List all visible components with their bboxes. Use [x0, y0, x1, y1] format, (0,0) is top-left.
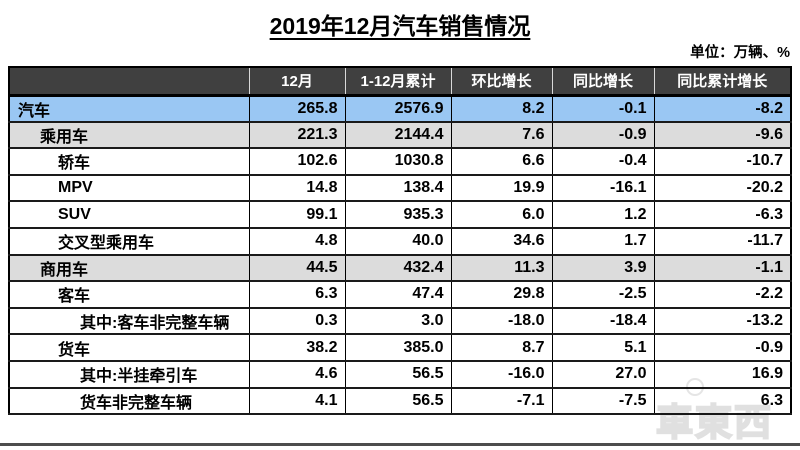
page-title: 2019年12月汽车销售情况	[269, 13, 531, 39]
cell-value: 4.6	[249, 360, 346, 389]
header-category	[9, 67, 250, 97]
table-body: 汽车 265.8 2576.9 8.2 -0.1 -8.2 乘用车 221.3 2144.4 7.…	[9, 95, 792, 416]
cell-value: 2144.4	[345, 121, 452, 150]
cell-value: 102.6	[249, 148, 346, 176]
cell-value: 19.9	[451, 174, 553, 203]
cell-value: 8.2	[451, 95, 553, 123]
header-yoy-cum-growth: 同比累计增长	[654, 67, 792, 97]
auto-sales-table: 12月 1-12月累计 环比增长 同比增长 同比累计增长 汽车 265.8 2576…	[8, 66, 792, 416]
row-label: 其中:客车非完整车辆	[9, 307, 250, 336]
cell-value: 3.9	[552, 254, 655, 283]
cell-value: 1.2	[552, 201, 655, 229]
cell-value: -11.7	[654, 227, 792, 256]
row-label: 其中:半挂牵引车	[9, 360, 250, 389]
cell-value: -2.2	[654, 281, 792, 309]
table-row: 汽车 265.8 2576.9 8.2 -0.1 -8.2	[9, 95, 792, 123]
cell-value: -18.4	[552, 307, 655, 336]
cell-value: 6.3	[654, 387, 792, 416]
row-label: SUV	[9, 201, 250, 229]
cell-value: 385.0	[345, 334, 452, 362]
cell-value: -0.4	[552, 148, 655, 176]
cell-value: 4.8	[249, 227, 346, 256]
cell-value: -13.2	[654, 307, 792, 336]
table-row: 乘用车 221.3 2144.4 7.6 -0.9 -9.6	[9, 121, 792, 150]
cell-value: 38.2	[249, 334, 346, 362]
row-label: 轿车	[9, 148, 250, 176]
cell-value: 221.3	[249, 121, 346, 150]
cell-value: 0.3	[249, 307, 346, 336]
cell-value: 16.9	[654, 360, 792, 389]
cell-value: 11.3	[451, 254, 553, 283]
cell-value: 1.7	[552, 227, 655, 256]
cell-value: -20.2	[654, 174, 792, 203]
header-yoy-growth: 同比增长	[552, 67, 655, 97]
cell-value: -16.0	[451, 360, 553, 389]
cell-value: -9.6	[654, 121, 792, 150]
cell-value: -0.9	[654, 334, 792, 362]
table-row: 客车 6.3 47.4 29.8 -2.5 -2.2	[9, 281, 792, 309]
row-label: 乘用车	[9, 121, 250, 150]
table-row: 商用车 44.5 432.4 11.3 3.9 -1.1	[9, 254, 792, 283]
cell-value: 138.4	[345, 174, 452, 203]
row-label: 商用车	[9, 254, 250, 283]
cell-value: -6.3	[654, 201, 792, 229]
cell-value: -7.5	[552, 387, 655, 416]
cell-value: -0.1	[552, 95, 655, 123]
table-row: SUV 99.1 935.3 6.0 1.2 -6.3	[9, 201, 792, 229]
cell-value: 47.4	[345, 281, 452, 309]
cell-value: -1.1	[654, 254, 792, 283]
cell-value: 4.1	[249, 387, 346, 416]
header-mom-growth: 环比增长	[451, 67, 553, 97]
row-label: 汽车	[9, 95, 250, 123]
row-label: 货车	[9, 334, 250, 362]
cell-value: 7.6	[451, 121, 553, 150]
cell-value: 265.8	[249, 95, 346, 123]
bottom-divider	[0, 443, 800, 446]
row-label: 交叉型乘用车	[9, 227, 250, 256]
table-row: 货车非完整车辆 4.1 56.5 -7.1 -7.5 6.3	[9, 387, 792, 416]
cell-value: -8.2	[654, 95, 792, 123]
cell-value: -10.7	[654, 148, 792, 176]
header-jan-dec-cumulative: 1-12月累计	[345, 67, 452, 97]
cell-value: 56.5	[345, 360, 452, 389]
cell-value: 56.5	[345, 387, 452, 416]
cell-value: 2576.9	[345, 95, 452, 123]
cell-value: -7.1	[451, 387, 553, 416]
cell-value: -0.9	[552, 121, 655, 150]
cell-value: 5.1	[552, 334, 655, 362]
unit-note: 单位：万辆、%	[690, 45, 790, 61]
table-header: 12月 1-12月累计 环比增长 同比增长 同比累计增长	[9, 67, 792, 97]
header-row: 12月 1-12月累计 环比增长 同比增长 同比累计增长	[9, 67, 792, 97]
cell-value: -18.0	[451, 307, 553, 336]
cell-value: 6.3	[249, 281, 346, 309]
table-row: MPV 14.8 138.4 19.9 -16.1 -20.2	[9, 174, 792, 203]
cell-value: -2.5	[552, 281, 655, 309]
cell-value: 14.8	[249, 174, 346, 203]
cell-value: 6.0	[451, 201, 553, 229]
cell-value: 27.0	[552, 360, 655, 389]
cell-value: 1030.8	[345, 148, 452, 176]
table-row: 其中:客车非完整车辆 0.3 3.0 -18.0 -18.4 -13.2	[9, 307, 792, 336]
table-row: 轿车 102.6 1030.8 6.6 -0.4 -10.7	[9, 148, 792, 176]
cell-value: 34.6	[451, 227, 553, 256]
row-label: 货车非完整车辆	[9, 387, 250, 416]
table-row: 货车 38.2 385.0 8.7 5.1 -0.9	[9, 334, 792, 362]
cell-value: 3.0	[345, 307, 452, 336]
header-december: 12月	[249, 67, 346, 97]
cell-value: 99.1	[249, 201, 346, 229]
table-row: 其中:半挂牵引车 4.6 56.5 -16.0 27.0 16.9	[9, 360, 792, 389]
cell-value: 6.6	[451, 148, 553, 176]
row-label: 客车	[9, 281, 250, 309]
table-row: 交叉型乘用车 4.8 40.0 34.6 1.7 -11.7	[9, 227, 792, 256]
cell-value: 432.4	[345, 254, 452, 283]
cell-value: 29.8	[451, 281, 553, 309]
cell-value: 40.0	[345, 227, 452, 256]
cell-value: 8.7	[451, 334, 553, 362]
cell-value: 935.3	[345, 201, 452, 229]
cell-value: -16.1	[552, 174, 655, 203]
cell-value: 44.5	[249, 254, 346, 283]
row-label: MPV	[9, 174, 250, 203]
